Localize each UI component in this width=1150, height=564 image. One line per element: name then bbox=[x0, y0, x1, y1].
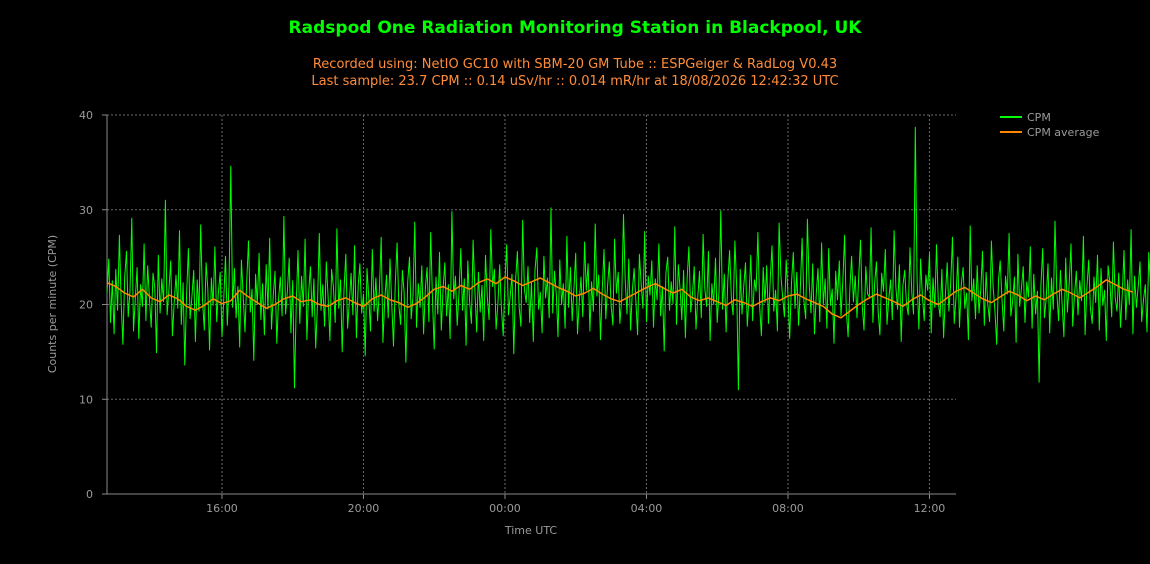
plot-series bbox=[106, 126, 1150, 391]
x-tick-label: 20:00 bbox=[348, 502, 380, 515]
axes bbox=[102, 114, 956, 499]
y-tick-label: 0 bbox=[86, 488, 93, 501]
chart-subtitle-line-1: Recorded using: NetIO GC10 with SBM-20 G… bbox=[313, 57, 837, 72]
chart-title: Radspod One Radiation Monitoring Station… bbox=[289, 18, 863, 38]
x-tick-label: 00:00 bbox=[489, 502, 521, 515]
y-axis-label: Counts per minute (CPM) bbox=[46, 235, 59, 373]
tick-labels: 0 10 20 30 40 16:00 20:00 00:00 04:00 08:00 12:00 bbox=[79, 109, 945, 515]
x-tick-label: 12:00 bbox=[914, 502, 946, 515]
x-tick-label: 04:00 bbox=[631, 502, 663, 515]
x-tick-label: 16:00 bbox=[206, 502, 238, 515]
y-tick-label: 40 bbox=[79, 109, 93, 122]
y-tick-label: 10 bbox=[79, 393, 93, 406]
x-axis-label: Time UTC bbox=[504, 524, 558, 537]
legend: CPM CPM average bbox=[1000, 111, 1100, 139]
cpm-series-line bbox=[106, 126, 1150, 391]
legend-label-cpm: CPM bbox=[1027, 111, 1051, 124]
y-tick-label: 20 bbox=[79, 299, 93, 312]
cpm-average-series-line bbox=[106, 276, 1134, 319]
legend-label-cpm-average: CPM average bbox=[1027, 126, 1100, 139]
y-tick-label: 30 bbox=[79, 204, 93, 217]
chart-subtitle-line-2: Last sample: 23.7 CPM :: 0.14 uSv/hr :: … bbox=[311, 74, 838, 89]
x-tick-label: 08:00 bbox=[772, 502, 804, 515]
